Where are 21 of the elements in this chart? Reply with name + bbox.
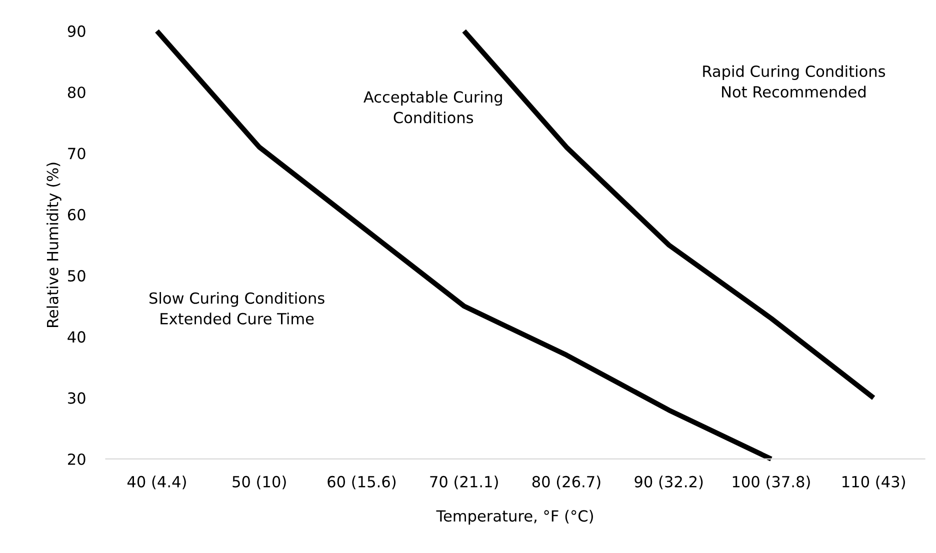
y-tick-label: 40	[68, 331, 86, 343]
y-tick-label: 70	[68, 148, 86, 160]
y-tick-label: 50	[68, 270, 86, 282]
y-tick-label: 90	[68, 25, 86, 37]
y-tick-label: 80	[68, 86, 86, 98]
y-tick-label: 30	[68, 392, 86, 404]
x-tick-label: 40 (4.4)	[127, 476, 186, 490]
x-tick-label: 60 (15.6)	[328, 476, 396, 490]
x-tick-label: 100 (37.8)	[732, 476, 810, 490]
x-tick-label: 50 (10)	[232, 476, 286, 490]
x-tick-label: 80 (26.7)	[532, 476, 600, 490]
x-tick-label: 70 (21.1)	[430, 476, 498, 490]
y-tick-label: 20	[68, 453, 86, 466]
x-tick-label: 110 (43)	[842, 476, 905, 490]
y-axis-title: Relative Humidity (%)	[46, 162, 62, 327]
y-tick-label: 60	[68, 208, 86, 220]
annotation: Slow Curing Conditions Extended Cure Time	[150, 292, 324, 324]
annotation: Rapid Curing Conditions Not Recommended	[703, 65, 886, 98]
x-tick-label: 90 (32.2)	[634, 476, 703, 490]
annotation: Acceptable Curing Conditions	[364, 90, 502, 124]
x-axis-title: Temperature, °F (°C)	[436, 510, 593, 525]
